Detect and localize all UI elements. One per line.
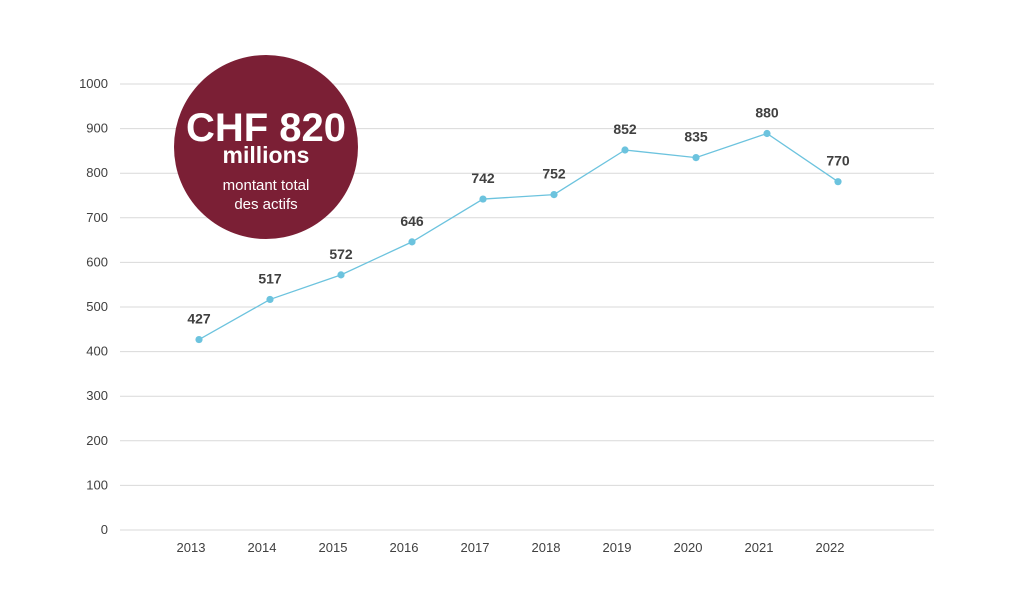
badge-unit: millions (223, 142, 310, 168)
y-tick-label-1000: 1000 (79, 76, 108, 91)
data-label-2022: 770 (826, 153, 850, 169)
x-tick-label-2022: 2022 (816, 540, 845, 555)
data-label-2018: 752 (542, 166, 566, 182)
x-tick-label-2013: 2013 (177, 540, 206, 555)
data-labels: 427 517 572 646 742 752 852 835 880 770 (187, 105, 850, 327)
data-point-2019 (621, 146, 629, 154)
y-tick-label-0: 0 (101, 522, 108, 537)
badge-amount: CHF 820 (186, 106, 346, 150)
data-point-2021 (763, 129, 771, 138)
y-axis-tick-labels: 0 100 200 300 400 500 600 700 800 900 1000 (79, 76, 108, 537)
data-point-2020 (692, 153, 700, 162)
data-label-2014: 517 (258, 270, 282, 286)
data-point-2013 (195, 335, 203, 344)
x-tick-label-2019: 2019 (603, 540, 632, 555)
y-tick-label-800: 800 (86, 165, 108, 180)
data-point-2017 (479, 195, 487, 203)
x-tick-label-2016: 2016 (390, 540, 419, 555)
x-tick-label-2020: 2020 (674, 540, 703, 555)
badge-caption-line2: des actifs (234, 196, 297, 213)
x-tick-label-2017: 2017 (461, 540, 490, 555)
y-tick-label-900: 900 (86, 121, 108, 136)
series-line (198, 132, 839, 341)
badge-circle (174, 55, 358, 239)
data-point-2016 (408, 238, 416, 246)
x-tick-label-2021: 2021 (745, 540, 774, 555)
x-axis-tick-labels: 2013 2014 2015 2016 2017 2018 2019 2020 2021 2022 (177, 540, 845, 555)
y-tick-label-300: 300 (86, 388, 108, 403)
data-label-2020: 835 (684, 129, 708, 145)
data-label-2016: 646 (400, 213, 424, 229)
data-label-2017: 742 (471, 170, 495, 186)
x-tick-label-2014: 2014 (248, 540, 277, 555)
badge-caption-line1: montant total (223, 177, 310, 194)
data-point-2018 (550, 191, 558, 199)
y-tick-label-500: 500 (86, 299, 108, 314)
x-tick-label-2015: 2015 (319, 540, 348, 555)
y-tick-label-400: 400 (86, 344, 108, 359)
total-assets-badge: CHF 820 millions montant total des actif… (174, 55, 358, 239)
data-point-2014 (266, 295, 274, 304)
data-point-2022 (834, 178, 842, 186)
x-tick-label-2018: 2018 (532, 540, 561, 555)
y-tick-label-700: 700 (86, 210, 108, 225)
data-label-2019: 852 (613, 121, 637, 137)
y-tick-label-200: 200 (86, 433, 108, 448)
series-total-assets (195, 129, 842, 344)
data-label-2021: 880 (755, 105, 779, 121)
y-tick-label-100: 100 (86, 477, 108, 492)
data-label-2015: 572 (329, 246, 353, 262)
data-label-2013: 427 (187, 311, 211, 327)
y-tick-label-600: 600 (86, 254, 108, 269)
data-point-2015 (337, 271, 345, 279)
